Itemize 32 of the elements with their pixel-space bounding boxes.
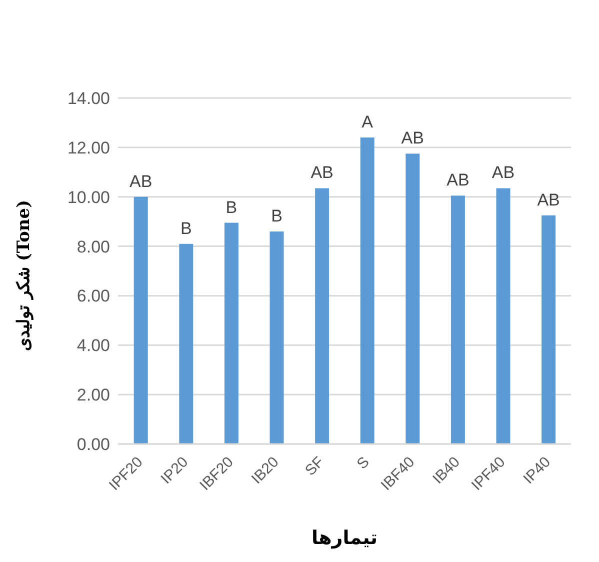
data-label: AB bbox=[401, 128, 424, 148]
bar bbox=[496, 188, 510, 444]
data-label: AB bbox=[310, 163, 334, 182]
data-label: A bbox=[362, 112, 374, 132]
data-label: B bbox=[226, 198, 238, 217]
data-label: B bbox=[271, 206, 282, 226]
bar bbox=[450, 196, 465, 444]
bar bbox=[179, 244, 194, 444]
x-tick-label: S bbox=[354, 454, 373, 473]
bar bbox=[360, 138, 374, 444]
x-axis-title: تیمارها bbox=[311, 527, 378, 549]
bar bbox=[406, 154, 420, 444]
bar bbox=[315, 188, 330, 444]
bar bbox=[224, 222, 238, 444]
bar bbox=[270, 231, 284, 444]
x-tick-label: SF bbox=[302, 454, 328, 480]
data-label: AB bbox=[492, 163, 515, 182]
y-tick-label: 10.00 bbox=[67, 188, 110, 207]
data-label: AB bbox=[446, 170, 470, 190]
data-label: B bbox=[180, 218, 192, 238]
y-axis-title: شکر تولیدی (Tone) bbox=[14, 200, 34, 351]
bar bbox=[134, 196, 148, 444]
y-tick-label: 8.00 bbox=[76, 237, 110, 256]
y-tick-label: 14.00 bbox=[67, 89, 110, 108]
y-tick-label: 4.00 bbox=[76, 336, 110, 356]
y-tick-label: 0.00 bbox=[76, 435, 110, 454]
y-tick-label: 12.00 bbox=[67, 138, 110, 158]
data-label: AB bbox=[130, 172, 152, 191]
bar bbox=[542, 215, 556, 444]
y-tick-label: 6.00 bbox=[76, 286, 110, 306]
y-tick-label: 2.00 bbox=[76, 386, 110, 405]
data-label: AB bbox=[537, 190, 560, 210]
